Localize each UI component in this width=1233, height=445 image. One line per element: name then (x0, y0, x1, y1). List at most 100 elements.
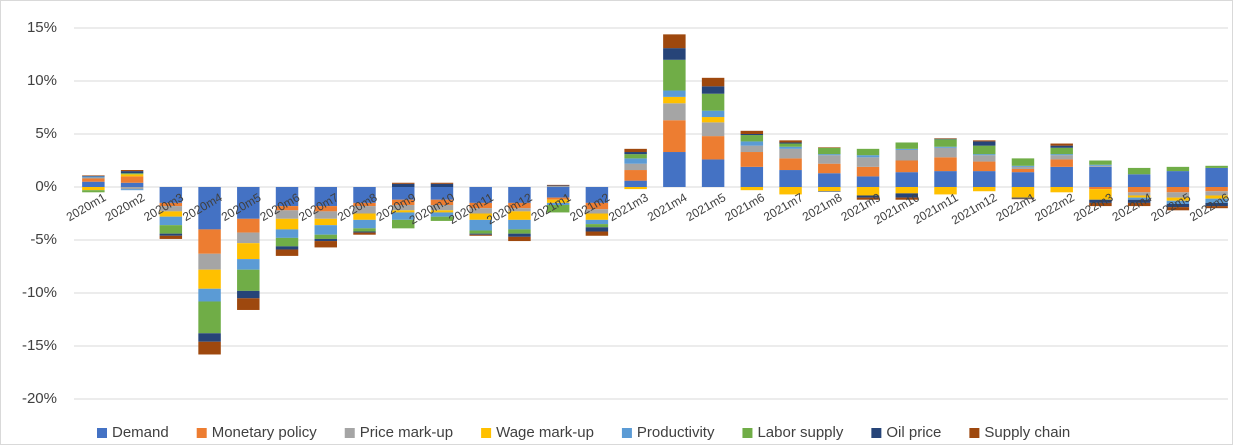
bar-segment (237, 243, 260, 260)
bar-segment (237, 232, 260, 244)
bar-segment (275, 249, 299, 256)
bar-segment (856, 197, 880, 200)
bar-segment (663, 96, 686, 104)
bar-segment (392, 199, 415, 206)
bar-segment (198, 269, 221, 289)
bar-segment (314, 238, 337, 242)
bar-segment (856, 155, 880, 158)
bar-segment (469, 230, 492, 234)
bar-segment (1050, 159, 1073, 167)
bar-segment (159, 235, 183, 239)
bar-segment (701, 122, 725, 137)
bar-segment (818, 163, 841, 174)
bar-segment (973, 187, 996, 192)
bar-segment (1205, 198, 1228, 203)
bar-segment (275, 237, 299, 247)
bar-segment (546, 185, 570, 186)
bar-segment (663, 103, 686, 121)
bar-segment (1127, 202, 1151, 207)
bar-segment (624, 154, 647, 159)
bar-segment (740, 134, 764, 136)
bar-segment (779, 140, 802, 143)
bar-segment (1127, 192, 1151, 196)
bar-segment (275, 246, 299, 250)
bar-segment (701, 77, 725, 87)
bar-segment (469, 234, 492, 236)
y-tick-label: 0% (35, 178, 57, 195)
bar-segment (895, 187, 918, 194)
bar-segment (1166, 187, 1190, 193)
bar-segment (430, 187, 454, 200)
bar-segment (120, 176, 144, 183)
bar-segment (1089, 166, 1112, 187)
bar-segment (1205, 165, 1228, 168)
bar-segment (82, 178, 105, 182)
bar-segment (275, 187, 299, 207)
bar-segment (895, 149, 918, 161)
bar-segment (585, 187, 609, 203)
bar-segment (82, 190, 105, 193)
bar-segment (1166, 207, 1190, 211)
bar-segment (198, 229, 221, 254)
bar-segment (701, 117, 725, 123)
bar-segment (1166, 166, 1190, 172)
bar-segment (314, 218, 337, 226)
bar-segment (508, 202, 531, 209)
bar-segment (237, 298, 260, 310)
bar-segment (159, 206, 183, 212)
bar-segment (82, 176, 105, 178)
bar-segment (818, 187, 841, 192)
legend-swatch (621, 428, 632, 438)
bar-segment (934, 157, 957, 172)
bar-segment (779, 148, 802, 159)
y-tick-label: 10% (27, 72, 57, 89)
bar-segment (430, 183, 454, 187)
bar-segment (856, 187, 880, 196)
bar-segment (1166, 200, 1190, 204)
bar-segment (392, 205, 415, 211)
bar-segment (353, 202, 376, 207)
bar-segment (663, 59, 686, 91)
bar-segment (546, 197, 570, 200)
bar-segment (701, 93, 725, 111)
bar-segment (779, 146, 802, 149)
bar-segment (1205, 206, 1228, 209)
legend-swatch (344, 428, 355, 438)
bar-segment (740, 130, 764, 134)
legend-swatch (97, 428, 107, 438)
legend-label: Demand (112, 424, 169, 441)
bar-segment (663, 120, 686, 153)
bar-segment (818, 155, 841, 164)
bar-segment (779, 142, 802, 144)
bar-segment (198, 333, 221, 342)
bar-segment (1127, 199, 1151, 203)
bar-segment (585, 202, 609, 210)
bar-segment (1166, 197, 1190, 201)
bar-segment (82, 187, 105, 191)
bar-segment (82, 175, 105, 176)
legend-swatch (196, 428, 207, 438)
bar-segment (740, 141, 764, 146)
bar-segment (159, 202, 183, 207)
bar-segment (818, 173, 841, 187)
bar-segment (1205, 191, 1228, 196)
bar-segment (275, 218, 299, 230)
bar-segment (1089, 189, 1112, 200)
bar-segment (82, 175, 105, 177)
bar-segment (275, 210, 299, 219)
bar-segment (895, 197, 918, 200)
bar-segment (1050, 187, 1073, 193)
bar-segment (1011, 198, 1035, 200)
bar-segment (740, 135, 764, 142)
y-tick-label: 15% (27, 19, 57, 36)
bar-segment (856, 148, 880, 156)
bar-segment (198, 253, 221, 270)
bar-segment (314, 241, 337, 248)
bar-segment (1089, 187, 1112, 190)
bar-segment (624, 158, 647, 164)
bar-segment (198, 288, 221, 302)
bar-segment (392, 187, 415, 200)
bar-segment (469, 208, 492, 214)
bar-segment (1205, 202, 1228, 207)
